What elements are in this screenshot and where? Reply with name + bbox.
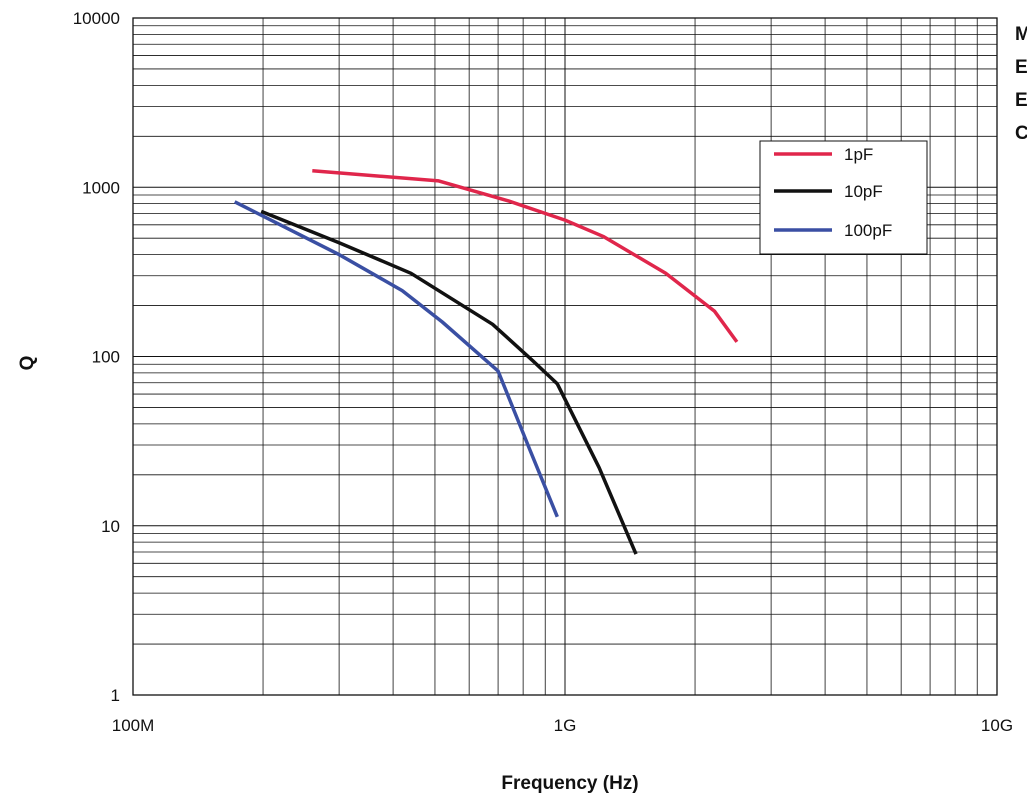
legend-box bbox=[759, 140, 928, 255]
y-tick-label: 1000 bbox=[82, 178, 120, 197]
x-tick-label: 10G bbox=[981, 716, 1013, 735]
cropped-side-text: M E E C bbox=[1015, 24, 1027, 144]
legend-label-1pf: 1pF bbox=[844, 145, 873, 164]
side-text-line-3: E bbox=[1015, 90, 1027, 111]
y-axis-title: Q bbox=[17, 356, 38, 371]
plot-frame bbox=[132, 17, 998, 696]
x-tick-label: 100M bbox=[112, 716, 155, 735]
series-lines bbox=[233, 169, 739, 555]
y-tick-label: 1 bbox=[111, 686, 120, 705]
legend: 1pF 10pF 100pF bbox=[759, 140, 928, 255]
legend-label-10pf: 10pF bbox=[844, 182, 883, 201]
tick-labels: 100M 1G 10G 1 10 100 1000 10000 bbox=[73, 9, 1013, 735]
x-tick-label: 1G bbox=[554, 716, 577, 735]
side-text-line-4: C bbox=[1015, 123, 1027, 144]
series-line-1pf bbox=[312, 169, 739, 343]
y-tick-label: 10 bbox=[101, 517, 120, 536]
x-axis-title: Frequency (Hz) bbox=[501, 773, 638, 794]
series-line-100pf bbox=[233, 200, 559, 518]
series-line-10pf bbox=[260, 209, 638, 555]
side-text-line-2: E bbox=[1015, 57, 1027, 78]
grid-lines bbox=[133, 18, 997, 695]
y-tick-label: 100 bbox=[92, 348, 120, 367]
legend-label-100pf: 100pF bbox=[844, 221, 892, 240]
y-tick-label: 10000 bbox=[73, 9, 120, 28]
side-text-line-1: M bbox=[1015, 24, 1027, 45]
